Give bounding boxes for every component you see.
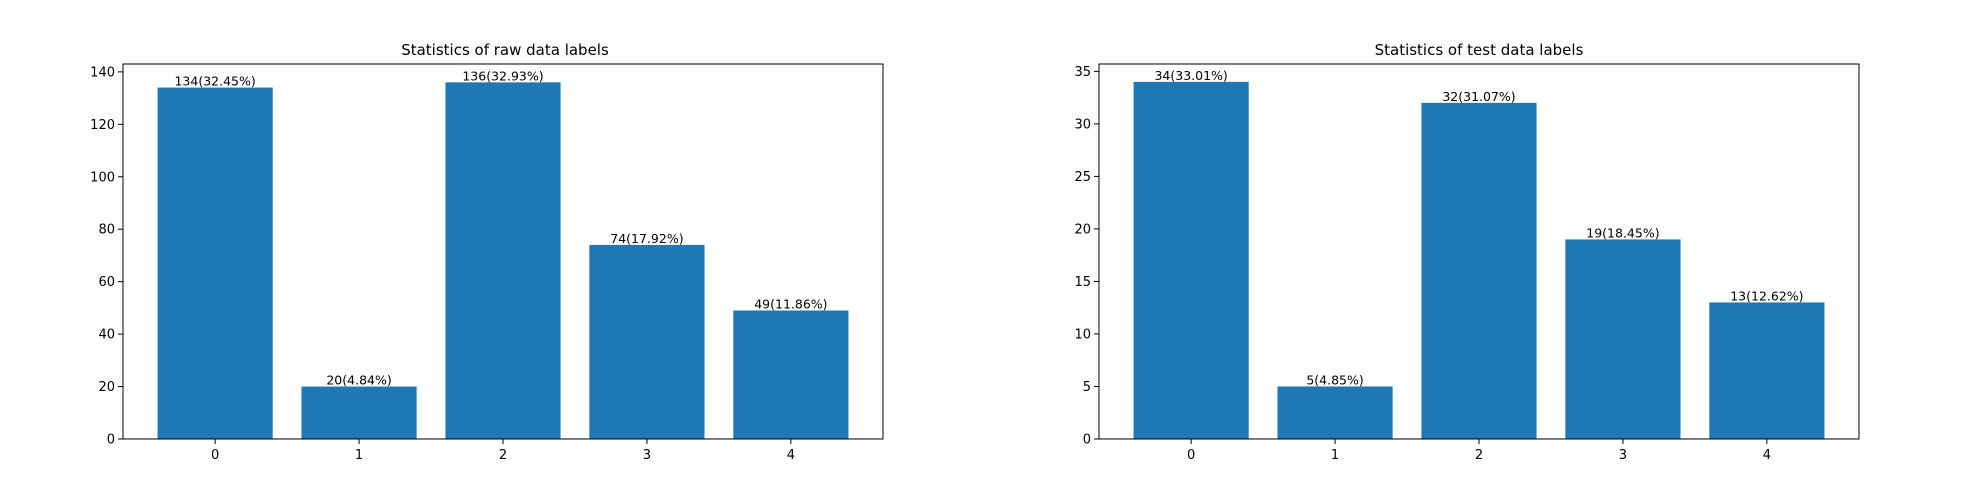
data-label: 20(4.84%) <box>326 373 391 388</box>
data-label: 74(17.92%) <box>610 231 683 246</box>
y-tick-label: 10 <box>1074 327 1091 342</box>
bar <box>1133 81 1249 440</box>
y-tick-label: 30 <box>1074 117 1091 132</box>
bar <box>1421 102 1537 440</box>
y-tick-label: 20 <box>1074 222 1091 237</box>
data-label: 5(4.85%) <box>1306 372 1363 387</box>
data-label: 32(31.07%) <box>1442 89 1515 104</box>
chart-test-data: Statistics of test data labels 34(33.01%… <box>1074 41 1860 463</box>
x-tick-label: 3 <box>1619 448 1627 463</box>
y-tick-label: 140 <box>90 65 115 80</box>
chart-raw-data: Statistics of raw data labels 134(32.45%… <box>90 41 884 463</box>
x-tick-label: 3 <box>643 448 651 463</box>
x-tick-label: 1 <box>355 448 363 463</box>
y-tick-label: 35 <box>1074 65 1091 80</box>
x-tick-label: 0 <box>1187 448 1195 463</box>
data-label: 13(12.62%) <box>1730 288 1803 303</box>
data-label: 34(33.01%) <box>1154 68 1227 83</box>
y-tick-label: 60 <box>98 275 115 290</box>
bar <box>1565 239 1681 439</box>
data-label: 49(11.86%) <box>754 297 827 312</box>
bar <box>445 82 561 440</box>
x-tick-label: 4 <box>1763 448 1771 463</box>
bar <box>589 244 705 439</box>
y-tick-label: 120 <box>90 118 115 133</box>
x-tick-label: 4 <box>787 448 795 463</box>
y-tick-label: 5 <box>1083 380 1091 395</box>
y-tick-label: 25 <box>1074 170 1091 185</box>
y-tick-label: 15 <box>1074 275 1091 290</box>
x-tick-label: 1 <box>1331 448 1339 463</box>
y-tick-label: 80 <box>98 223 115 238</box>
data-label: 134(32.45%) <box>174 74 255 89</box>
chart-title: Statistics of raw data labels <box>401 41 609 59</box>
bar <box>301 386 417 439</box>
data-label: 19(18.45%) <box>1586 225 1659 240</box>
x-tick-label: 2 <box>499 448 507 463</box>
x-tick-label: 0 <box>211 448 219 463</box>
data-label: 136(32.93%) <box>462 68 543 83</box>
chart-title: Statistics of test data labels <box>1375 41 1584 59</box>
bar <box>733 310 849 439</box>
y-tick-label: 100 <box>90 170 115 185</box>
y-tick-label: 0 <box>1083 433 1091 448</box>
y-tick-label: 0 <box>107 433 115 448</box>
y-tick-label: 40 <box>98 328 115 343</box>
bar <box>1277 386 1393 439</box>
bar <box>1709 302 1825 439</box>
x-tick-label: 2 <box>1475 448 1483 463</box>
y-tick-label: 20 <box>98 380 115 395</box>
bar <box>157 87 273 439</box>
